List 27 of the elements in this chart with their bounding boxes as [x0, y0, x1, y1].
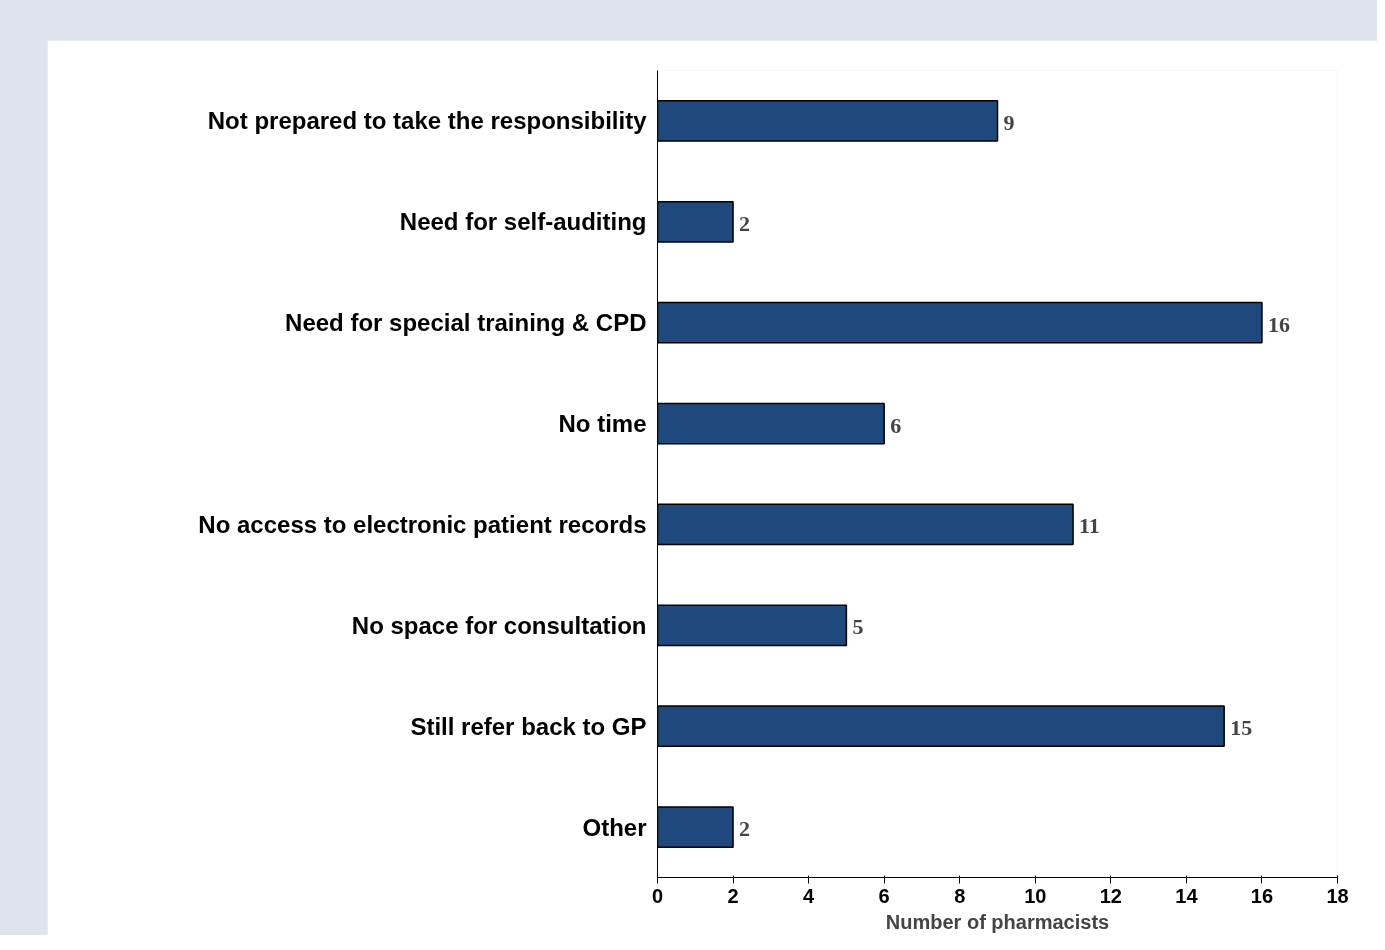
- x-tick-label: 12: [1099, 884, 1122, 907]
- y-tick-label: No time: [558, 410, 647, 438]
- x-tick-label: 8: [954, 884, 966, 907]
- data-label: 6: [890, 412, 902, 438]
- data-label: 5: [852, 614, 864, 640]
- y-tick-label: No space for consultation: [351, 611, 647, 639]
- y-tick-label: No access to electronic patient records: [198, 510, 647, 538]
- x-tick-label: 2: [727, 884, 739, 907]
- y-tick-label: Need for self-auditing: [399, 208, 647, 236]
- y-tick-label: Need for special training & CPD: [285, 309, 647, 337]
- x-tick-label: 10: [1024, 884, 1047, 907]
- y-tick-label: Not prepared to take the responsibility: [207, 107, 648, 135]
- data-label: 2: [739, 816, 751, 842]
- data-label: 11: [1079, 513, 1100, 539]
- y-tick-label: Still refer back to GP: [410, 712, 647, 740]
- x-axis-title: Number of pharmacists: [885, 910, 1110, 933]
- x-tick-label: 4: [803, 884, 816, 907]
- data-label: 15: [1230, 715, 1253, 741]
- data-label: 9: [1003, 109, 1015, 135]
- x-tick-label: 0: [651, 884, 664, 907]
- x-tick-label: 18: [1326, 884, 1349, 907]
- x-tick-label: 16: [1250, 884, 1274, 907]
- data-label: 16: [1267, 311, 1290, 337]
- x-tick-label: 14: [1175, 884, 1199, 907]
- x-tick-label: 6: [878, 884, 890, 907]
- y-tick-label: Other: [582, 813, 647, 841]
- data-label: 2: [739, 210, 751, 236]
